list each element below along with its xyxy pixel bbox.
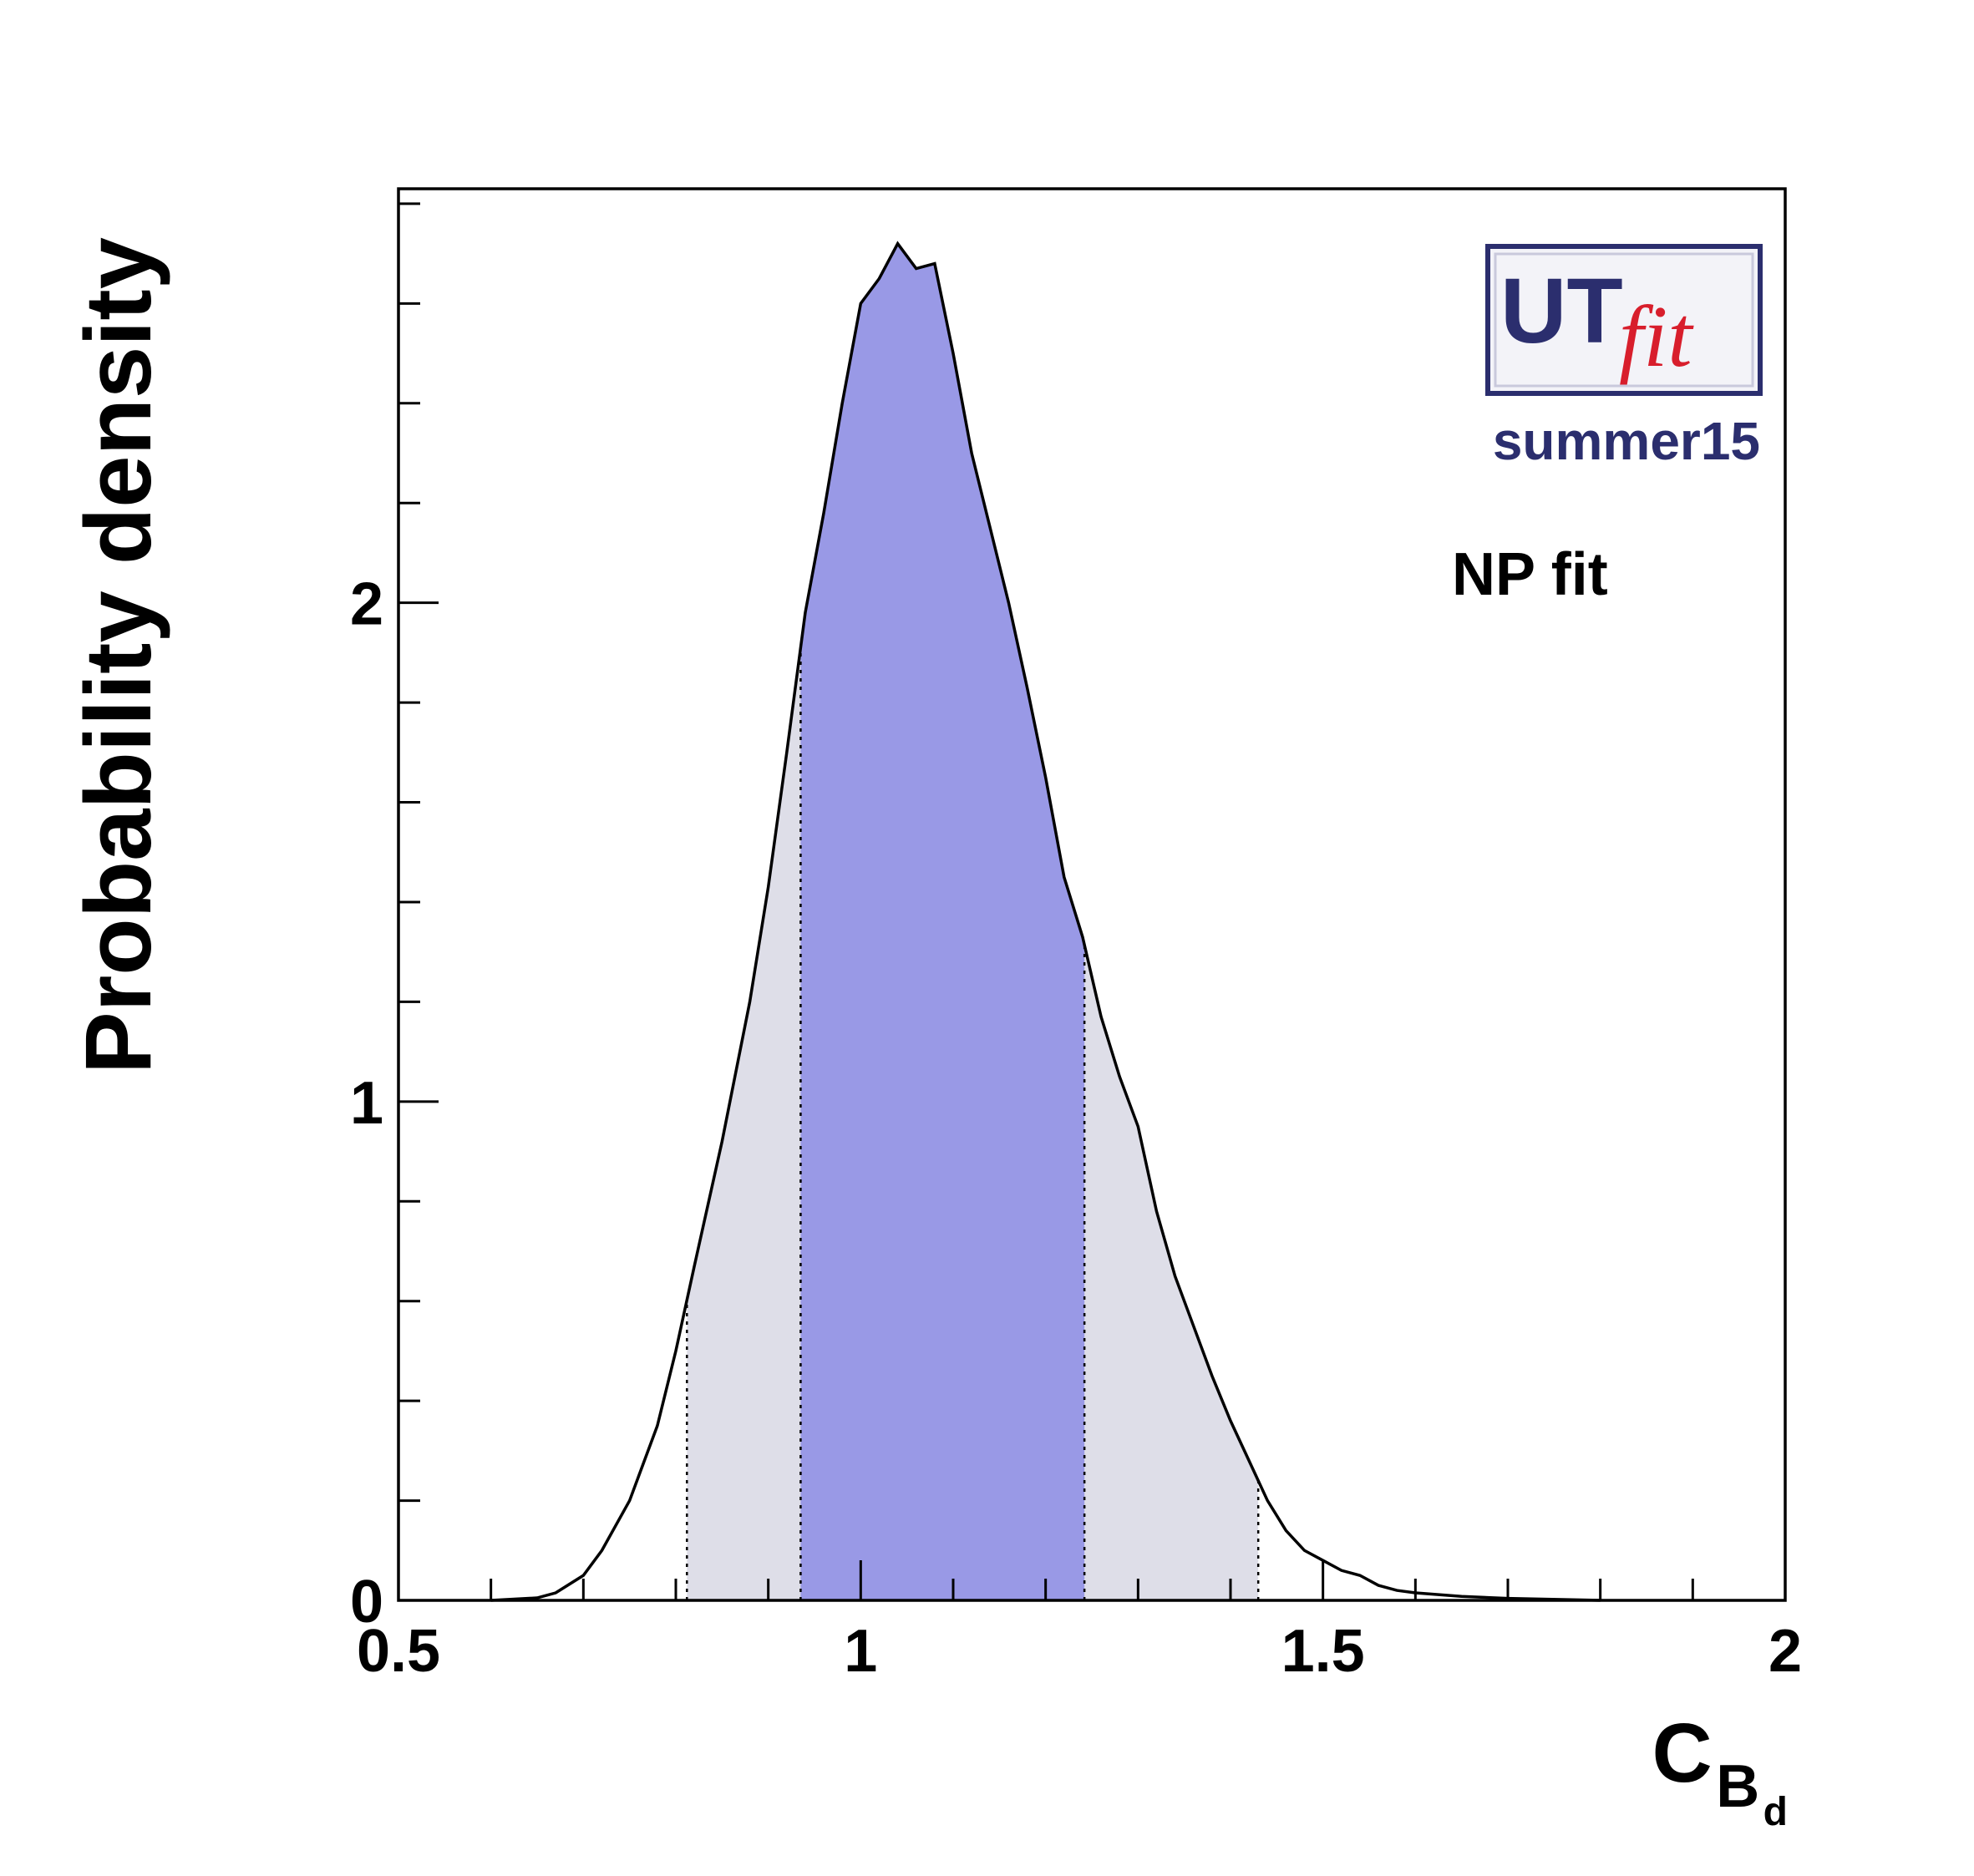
np-fit-annotation: NP fit <box>1452 541 1608 608</box>
x-tick-label: 2 <box>1768 1618 1802 1685</box>
logo-ut-text: UT <box>1500 260 1623 363</box>
y-tick-label: 1 <box>350 1070 383 1137</box>
y-tick-label: 0 <box>350 1569 383 1635</box>
x-axis-label-sub1: B <box>1716 1753 1759 1820</box>
y-axis-label: Probability density <box>66 237 170 1074</box>
x-tick-label: 0.5 <box>357 1618 440 1685</box>
utfit-logo: UT fit summer15 <box>1485 244 1763 471</box>
logo-shadow <box>1494 252 1754 388</box>
x-tick-label: 1.5 <box>1281 1618 1365 1685</box>
logo-fit-text: fit <box>1619 287 1694 385</box>
interval-lines <box>686 647 1260 1600</box>
area-fills <box>687 243 1259 1600</box>
x-axis-label-sub2: d <box>1763 1790 1788 1834</box>
x-tick-label: 1 <box>844 1618 877 1685</box>
y-tick-label: 2 <box>350 571 383 638</box>
inner-interval-fill <box>800 243 1085 1600</box>
x-axis-label: C B d <box>1652 1706 1788 1834</box>
plot-frame <box>397 187 1787 1602</box>
logo-caption: summer15 <box>1493 411 1760 471</box>
x-axis-label-main: C <box>1652 1706 1713 1800</box>
axis-ticks: 0.5 1 1.5 2 0 1 2 <box>350 202 1802 1685</box>
logo-frame <box>1485 244 1763 396</box>
density-curve <box>490 241 1601 1602</box>
